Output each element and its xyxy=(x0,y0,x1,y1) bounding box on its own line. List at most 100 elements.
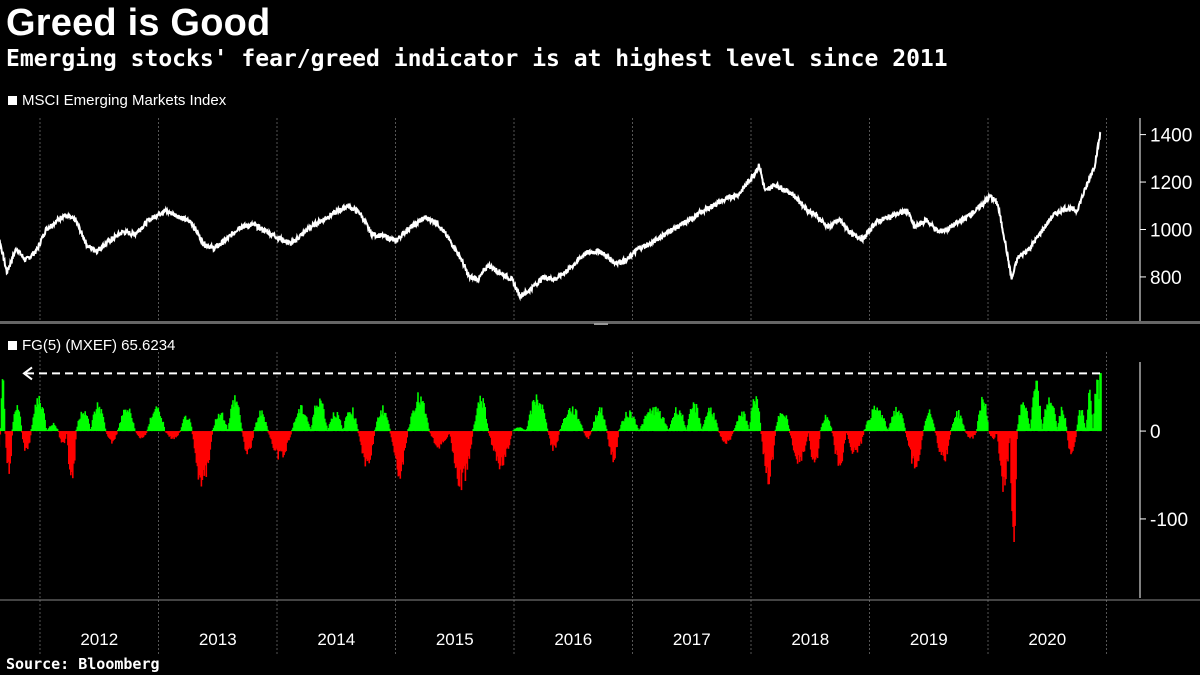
fg-bar xyxy=(328,424,331,432)
fg-bar xyxy=(196,431,199,467)
fg-bar xyxy=(385,413,387,432)
fg-bar xyxy=(241,431,244,433)
fg-bar xyxy=(33,413,36,431)
fg-bar xyxy=(823,420,826,432)
fg-bar xyxy=(983,402,985,432)
fg-bar xyxy=(272,431,275,448)
fg-bar xyxy=(774,431,776,436)
fg-bar xyxy=(1073,431,1075,447)
fg-bar xyxy=(743,411,745,432)
fg-bar xyxy=(630,412,632,431)
fg-bar xyxy=(885,426,887,432)
fg-bar xyxy=(282,431,284,458)
fg-bar xyxy=(1100,373,1102,432)
fg-bar xyxy=(531,401,534,431)
fg-bar xyxy=(143,431,146,436)
fg-bar xyxy=(1043,417,1045,431)
fg-bar xyxy=(397,431,400,477)
fg-bar xyxy=(1024,408,1026,432)
fg-bar xyxy=(722,431,725,442)
fg-bar xyxy=(311,425,313,432)
fg-bar xyxy=(503,431,506,455)
fg-bar xyxy=(222,420,225,432)
fg-bar xyxy=(1037,390,1039,432)
fg-bar xyxy=(219,414,222,431)
fg-bar xyxy=(735,425,737,431)
fg-bar xyxy=(678,410,681,432)
fg-bar xyxy=(919,431,922,450)
fg-bar xyxy=(788,428,791,431)
fg-bar xyxy=(565,416,568,432)
fg-bar xyxy=(122,415,124,432)
fg-bar xyxy=(83,415,86,431)
fg-bar xyxy=(963,429,966,431)
fg-bar xyxy=(361,431,364,454)
fg-bar xyxy=(389,431,392,434)
fg-bar xyxy=(77,420,80,432)
fg-bar xyxy=(732,431,735,433)
fg-bar xyxy=(799,431,802,457)
fg-bar xyxy=(888,427,890,431)
fg-bar xyxy=(656,412,658,432)
fg-bar xyxy=(728,431,731,440)
fg-bar xyxy=(1016,429,1018,432)
fg-bar xyxy=(1034,389,1036,431)
fg-bar xyxy=(854,431,857,450)
fg-bar xyxy=(44,419,46,432)
fg-bar xyxy=(1062,414,1065,432)
divider-handle-icon xyxy=(594,323,608,325)
fg-bar xyxy=(1079,415,1082,431)
fg-bar xyxy=(68,431,70,465)
fg-bar xyxy=(1053,407,1055,431)
fg-bar xyxy=(648,412,650,432)
fg-bar xyxy=(902,418,904,432)
x-tick-label: 2015 xyxy=(436,630,474,649)
fg-bar xyxy=(141,431,144,438)
fg-bar xyxy=(294,421,296,432)
fg-bar xyxy=(547,431,549,433)
fg-bar xyxy=(48,426,51,432)
fg-bar xyxy=(469,431,472,449)
fg-bar xyxy=(859,431,862,442)
fg-bar xyxy=(833,431,836,446)
fg-bar xyxy=(563,419,565,432)
fg-bar xyxy=(975,431,977,433)
fg-bar xyxy=(497,431,500,464)
fg-bar xyxy=(733,430,735,432)
fg-bar xyxy=(756,399,759,432)
fg-bar xyxy=(1039,405,1041,432)
fg-bar xyxy=(460,431,463,491)
fg-bar xyxy=(335,417,338,432)
fg-bar xyxy=(632,417,634,432)
fg-bar xyxy=(416,401,418,431)
fg-bar xyxy=(662,417,664,432)
fg-bar xyxy=(897,412,899,432)
fg-bar xyxy=(163,426,165,432)
fg-bar xyxy=(675,407,677,431)
fg-bar xyxy=(308,423,310,431)
fg-bar xyxy=(527,420,530,432)
fg-bar xyxy=(874,409,876,432)
fg-bar xyxy=(396,431,399,470)
fg-bar xyxy=(807,431,810,434)
fg-bar xyxy=(883,418,885,431)
fg-bar xyxy=(697,417,700,431)
fg-bar xyxy=(616,431,618,447)
fg-bar xyxy=(426,417,428,432)
fg-bar xyxy=(955,416,957,432)
fg-bar xyxy=(500,431,503,458)
fg-bar xyxy=(365,431,368,459)
fg-bar xyxy=(1090,400,1092,431)
fg-bar xyxy=(265,422,267,432)
fg-bar xyxy=(380,410,382,432)
fg-bar xyxy=(916,431,919,462)
fg-bar xyxy=(108,431,110,438)
fg-bar xyxy=(752,399,755,432)
fg-bar xyxy=(718,431,721,434)
fg-bar xyxy=(513,429,516,432)
fg-bar xyxy=(867,420,870,431)
fg-bar xyxy=(74,431,76,461)
fg-bar xyxy=(901,414,903,432)
fg-bar xyxy=(610,431,612,455)
fg-bar xyxy=(638,429,640,432)
